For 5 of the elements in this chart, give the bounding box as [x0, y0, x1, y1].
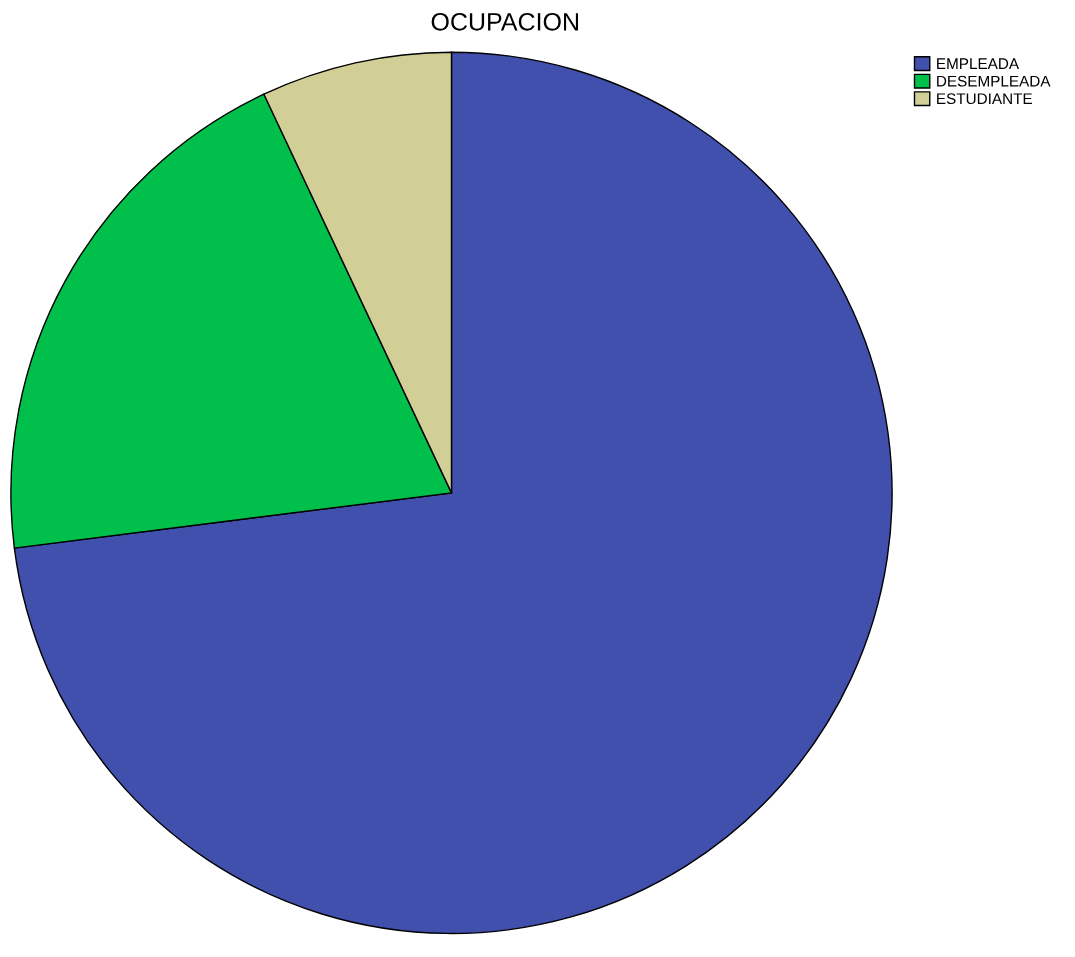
pie-slice: [13, 51, 893, 935]
legend-label: ESTUDIANTE: [937, 93, 1032, 105]
chart-title: OCUPACION: [431, 12, 578, 31]
legend-label: DESEMPLEADA: [937, 75, 1051, 87]
legend-label: EMPLEADA: [937, 58, 1020, 69]
